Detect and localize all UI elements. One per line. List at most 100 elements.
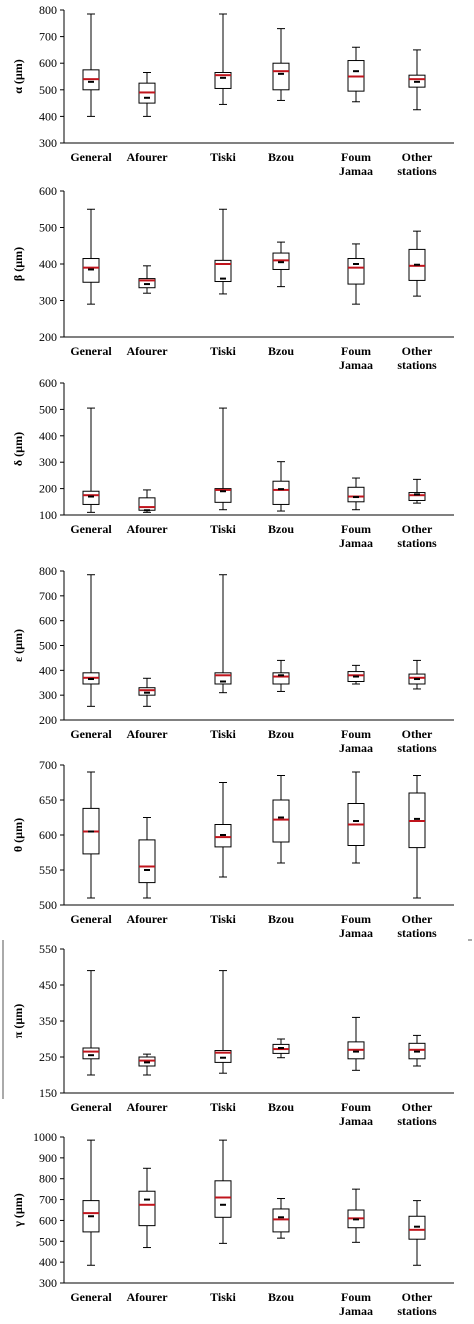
box-bzou: [272, 659, 290, 692]
y-tick-label: 500: [39, 1234, 57, 1248]
chart-panel-6: 150 250 350 450 550 π (µm) General Afourer Tiski…: [11, 942, 454, 1128]
y-tick-label: 250: [39, 1050, 57, 1064]
y-tick-label: 200: [39, 482, 57, 496]
y-tick-label: 650: [39, 793, 57, 807]
x-tick-label: Bzou: [268, 344, 294, 358]
box-bzou: [272, 241, 290, 288]
y-tick-label: 300: [39, 688, 57, 702]
x-tick-label: Foum Jamaa: [339, 1290, 373, 1318]
iqr-box: [214, 488, 232, 503]
y-tick-label: 200: [39, 713, 57, 727]
x-tick-label: Foum Jamaa: [339, 522, 373, 550]
y-tick-label: 500: [39, 639, 57, 653]
x-tick-label: Bzou: [268, 1100, 294, 1114]
x-tick-label: Other stations: [397, 1100, 437, 1128]
iqr-box: [408, 492, 426, 501]
x-tick-label: Foum Jamaa: [339, 912, 373, 940]
box-general: [82, 771, 100, 899]
box-afourer: [138, 72, 156, 117]
iqr-box: [347, 486, 365, 503]
box-bzou: [272, 461, 290, 512]
y-tick-label: 350: [39, 1014, 57, 1028]
iqr-box: [82, 1047, 100, 1060]
x-tick-label: Other stations: [397, 522, 437, 550]
y-tick-label: 500: [39, 221, 57, 235]
box-other-stations: [408, 230, 426, 297]
x-tick-label: General: [70, 1290, 112, 1304]
x-tick-label: Other stations: [397, 1290, 437, 1318]
box-bzou: [272, 28, 290, 101]
y-tick-label: 700: [39, 30, 57, 44]
box-foum-jamaa: [347, 46, 365, 103]
iqr-box: [272, 799, 290, 843]
iqr-box: [214, 72, 232, 89]
y-tick-label: 600: [39, 376, 57, 390]
box-other-stations: [408, 478, 426, 504]
y-axis-label: γ (µm): [11, 1193, 25, 1228]
box-general: [82, 208, 100, 305]
iqr-box: [347, 258, 365, 285]
y-tick-label: 1000: [33, 1130, 57, 1144]
y-tick-label: 300: [39, 294, 57, 308]
box-foum-jamaa: [347, 771, 365, 864]
x-tick-label: Tiski: [210, 522, 236, 536]
x-tick-label: Other stations: [397, 344, 437, 372]
x-tick-label: Tiski: [210, 344, 236, 358]
box-tiski: [214, 574, 232, 694]
y-tick-label: 100: [39, 508, 57, 522]
y-tick-label: 900: [39, 1151, 57, 1165]
box-tiski: [214, 1139, 232, 1244]
x-tick-label: Afourer: [126, 522, 168, 536]
y-tick-label: 700: [39, 1193, 57, 1207]
chart-panel-2: 200 300 400 500 600 β (µm) General Afourer Tiski…: [11, 184, 454, 372]
box-foum-jamaa: [347, 243, 365, 305]
y-tick-label: 500: [39, 402, 57, 416]
y-tick-label: 600: [39, 614, 57, 628]
box-other-stations: [408, 1200, 426, 1266]
box-afourer: [138, 817, 156, 899]
x-tick-label: Other stations: [397, 912, 437, 940]
y-axis-label: β (µm): [11, 247, 25, 281]
y-tick-label: 800: [39, 564, 57, 578]
box-general: [82, 574, 100, 707]
y-tick-label: 800: [39, 3, 57, 17]
x-tick-label: General: [70, 1100, 112, 1114]
box-afourer: [138, 677, 156, 707]
y-tick-label: 400: [39, 1255, 57, 1269]
x-tick-label: Afourer: [126, 344, 168, 358]
box-bzou: [272, 1038, 290, 1059]
box-other-stations: [408, 659, 426, 690]
chart-panel-1: 300 400 500 600 700 800 α (µm) General Afourer Ti…: [11, 3, 454, 178]
x-tick-label: Other stations: [397, 150, 437, 178]
iqr-box: [138, 839, 156, 884]
x-tick-label: General: [70, 344, 112, 358]
chart-panel-3: 100 200 300 400 500 600 δ (µm) General Afourer Ti…: [11, 376, 454, 550]
x-tick-label: Tiski: [210, 912, 236, 926]
x-tick-label: General: [70, 150, 112, 164]
y-tick-label: 400: [39, 663, 57, 677]
y-tick-label: 600: [39, 184, 57, 198]
box-foum-jamaa: [347, 664, 365, 685]
x-tick-label: Foum Jamaa: [339, 344, 373, 372]
box-other-stations: [408, 49, 426, 111]
chart-panel-7: 300 400 500 600 700 800 900 1000 γ (µm) General Af…: [11, 1130, 454, 1318]
box-foum-jamaa: [347, 477, 365, 511]
x-tick-label: Bzou: [268, 150, 294, 164]
iqr-box: [272, 1208, 290, 1233]
x-tick-label: Foum Jamaa: [339, 727, 373, 755]
y-tick-label: 600: [39, 828, 57, 842]
iqr-box: [408, 1215, 426, 1240]
y-axis-label: θ (µm): [11, 818, 25, 852]
y-tick-label: 300: [39, 455, 57, 469]
box-afourer: [138, 1053, 156, 1076]
y-tick-label: 300: [39, 1276, 57, 1290]
box-tiski: [214, 407, 232, 511]
x-tick-label: Bzou: [268, 1290, 294, 1304]
iqr-box: [214, 1050, 232, 1063]
x-tick-label: Afourer: [126, 150, 168, 164]
box-afourer: [138, 265, 156, 294]
box-foum-jamaa: [347, 1016, 365, 1071]
box-general: [82, 970, 100, 1076]
iqr-box: [138, 1190, 156, 1227]
